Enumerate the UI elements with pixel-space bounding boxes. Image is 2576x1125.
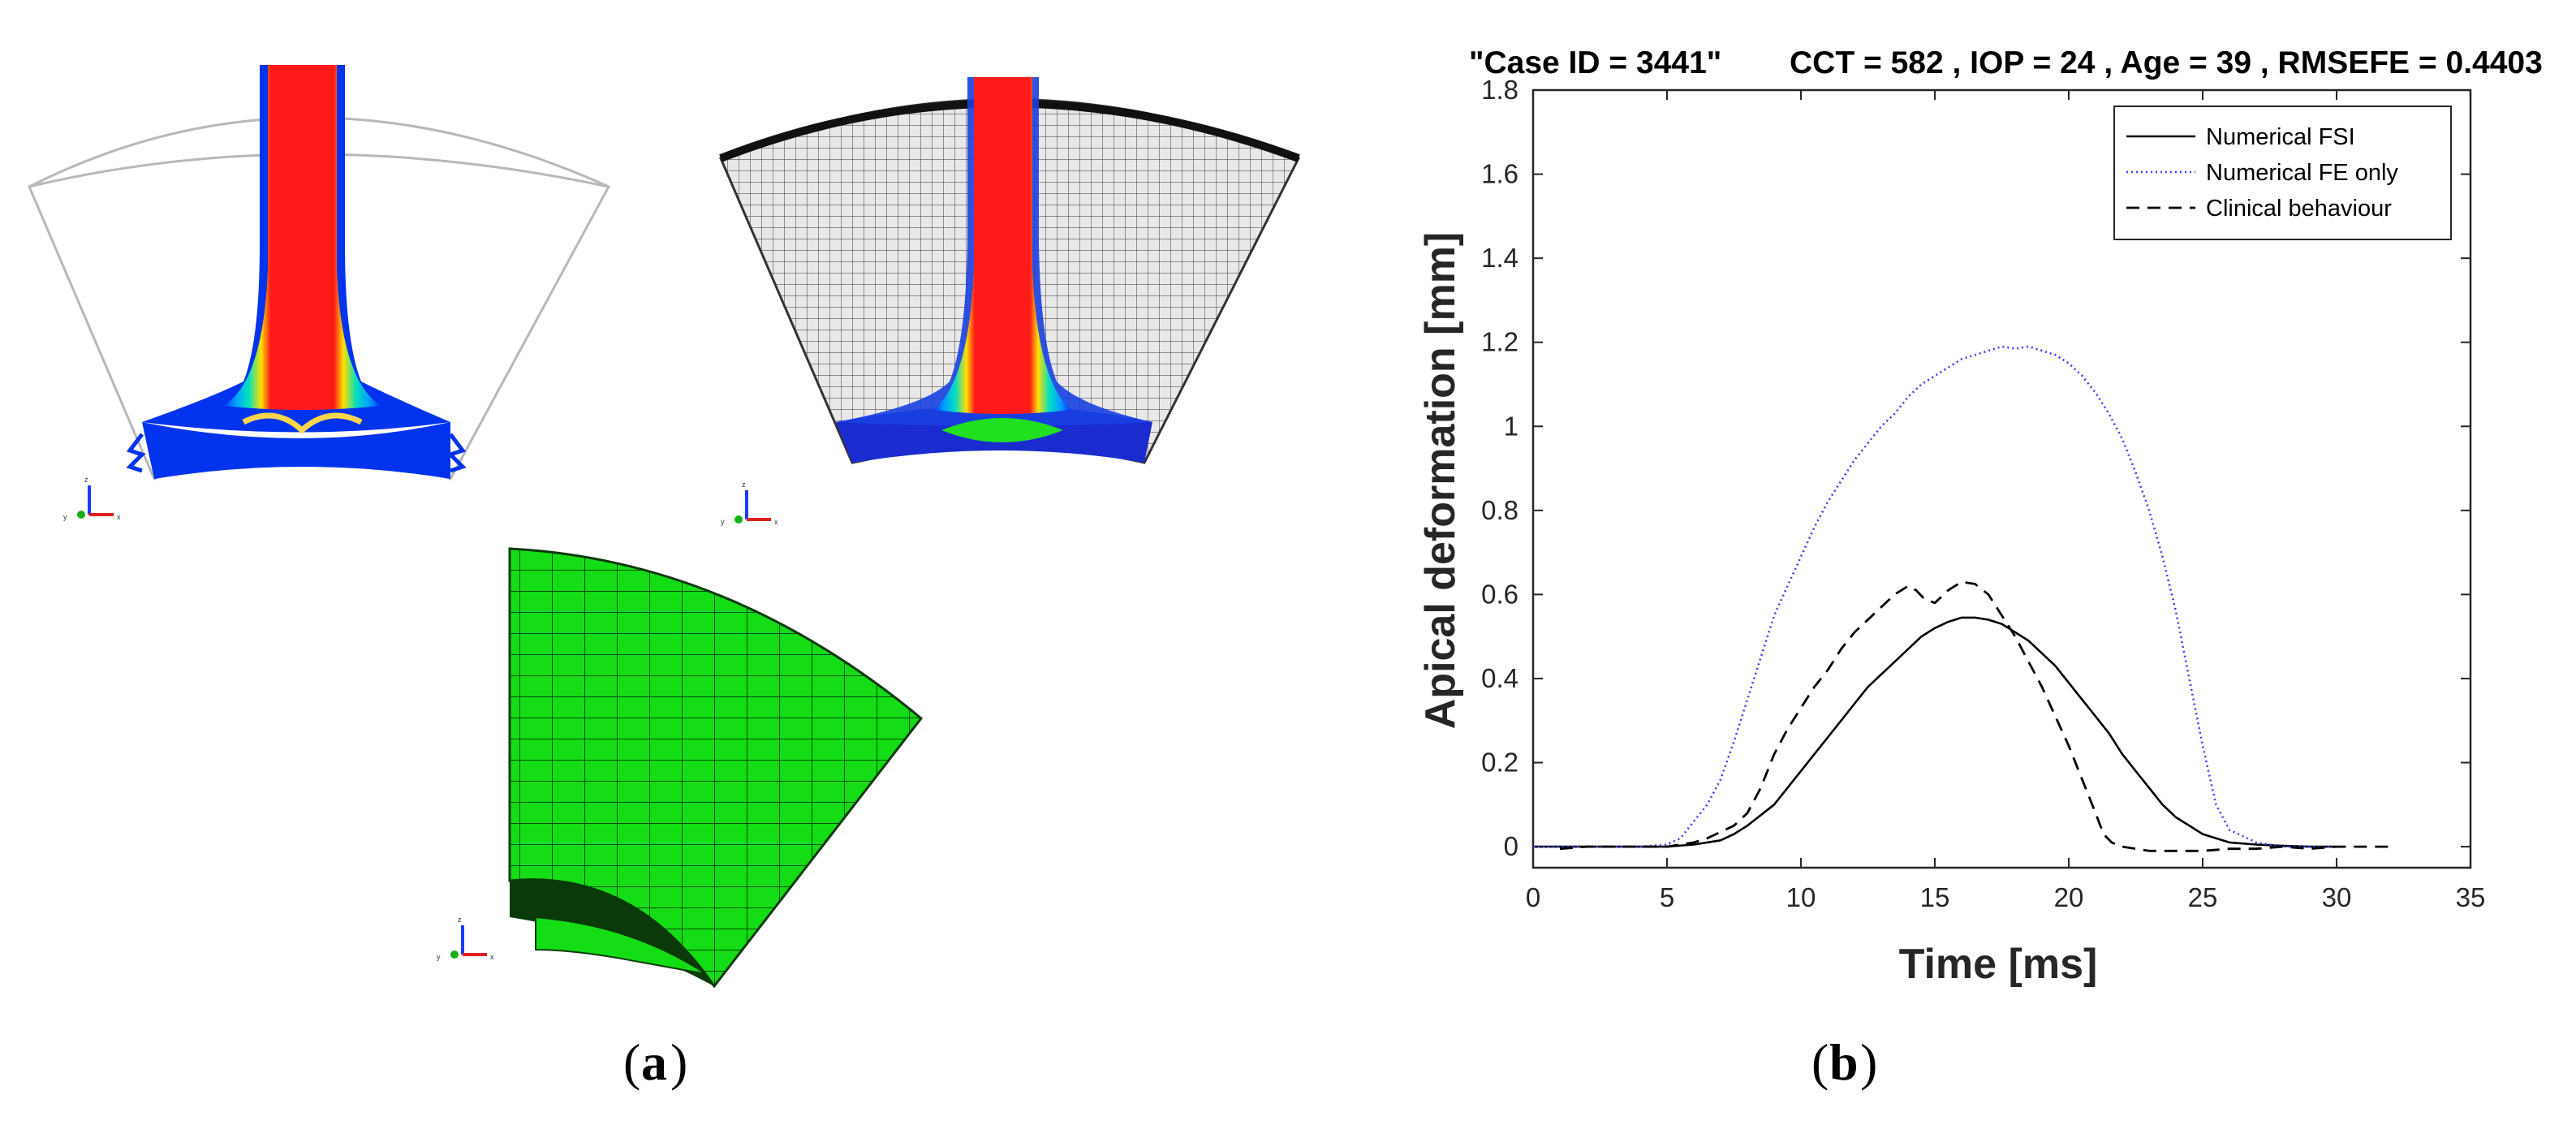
x-tick-label: 25: [2188, 882, 2218, 912]
series-line-clinical-behaviour: [1559, 580, 2390, 852]
x-tick-label: 35: [2456, 882, 2486, 912]
svg-text:(: (: [623, 1033, 640, 1091]
panel-a-label: ( a ): [623, 1033, 687, 1091]
panel-b-letter: b: [1829, 1033, 1859, 1091]
panel-b: "Case ID = 3441" CCT = 582 , IOP = 24 , …: [1417, 45, 2543, 1091]
triad-y-label: y: [63, 513, 67, 521]
y-tick-label: 0.6: [1481, 579, 1518, 609]
chart-title-right: CCT = 582 , IOP = 24 , Age = 39 , RMSEFE…: [1790, 45, 2543, 80]
cornea-mesh-model-icon: [508, 547, 924, 989]
x-tick-label: 30: [2322, 882, 2352, 912]
axis-triad-icon: z y x: [721, 481, 778, 526]
x-tick-label: 0: [1526, 882, 1540, 912]
panel-b-label: ( b ): [1811, 1033, 1877, 1091]
triad-x-label: x: [490, 953, 494, 961]
legend-label-clinical-behaviour: Clinical behaviour: [2206, 196, 2392, 222]
y-tick-label: 1.8: [1481, 75, 1518, 105]
x-tick-label: 20: [2054, 882, 2084, 912]
svg-text:): ): [670, 1033, 687, 1091]
panel-a: z y x z y x: [28, 65, 1301, 1091]
series-line-numerical-fe-only: [1533, 345, 2337, 848]
triad-z-label: z: [458, 916, 462, 924]
chart-title-left: "Case ID = 3441": [1469, 45, 1721, 80]
series-line-numerical-fsi: [1533, 616, 2337, 848]
y-tick-label: 1.6: [1481, 159, 1518, 189]
y-tick-label: 1.2: [1481, 327, 1518, 357]
series-layer: [1533, 345, 2390, 852]
y-tick-label: 0.2: [1481, 748, 1518, 778]
triad-y-label: y: [721, 518, 725, 526]
svg-text:(: (: [1811, 1033, 1829, 1091]
x-tick-label: 10: [1786, 882, 1816, 912]
x-tick-label: 5: [1660, 882, 1674, 912]
panel-a-letter: a: [641, 1033, 667, 1091]
triad-x-label: x: [774, 518, 778, 526]
y-tick-label: 0.8: [1481, 495, 1518, 525]
legend-label-numerical-fe-only: Numerical FE only: [2206, 160, 2398, 186]
y-tick-label: 1: [1504, 411, 1518, 441]
y-tick-label: 1.4: [1481, 243, 1518, 273]
triad-y-label: y: [437, 953, 441, 961]
cornea-contour-model-icon: [28, 65, 611, 481]
cornea-wireframe-model-icon: [719, 77, 1301, 464]
y-axis-label: Apical deformation [mm]: [1417, 232, 1464, 730]
y-tick-label: 0.4: [1481, 663, 1518, 693]
triad-x-label: x: [117, 513, 121, 521]
y-tick-label: 0: [1504, 831, 1518, 861]
axis-triad-icon: z y x: [437, 916, 494, 961]
triad-z-label: z: [84, 476, 88, 484]
legend: Numerical FSI Numerical FE only Clinical b…: [2113, 106, 2452, 240]
axis-triad-icon: z y x: [63, 476, 121, 521]
axis-ticks: 0 5 10 15 20 25 30 35 0 0.2 0.4 0.6 0.8 1 1.2 1.4 1.6 1.8: [1481, 75, 2485, 912]
svg-text:): ): [1860, 1033, 1877, 1091]
x-tick-label: 15: [1920, 882, 1950, 912]
x-axis-label: Time [ms]: [1899, 941, 2098, 988]
triad-z-label: z: [742, 481, 746, 489]
legend-label-numerical-fsi: Numerical FSI: [2206, 124, 2355, 150]
